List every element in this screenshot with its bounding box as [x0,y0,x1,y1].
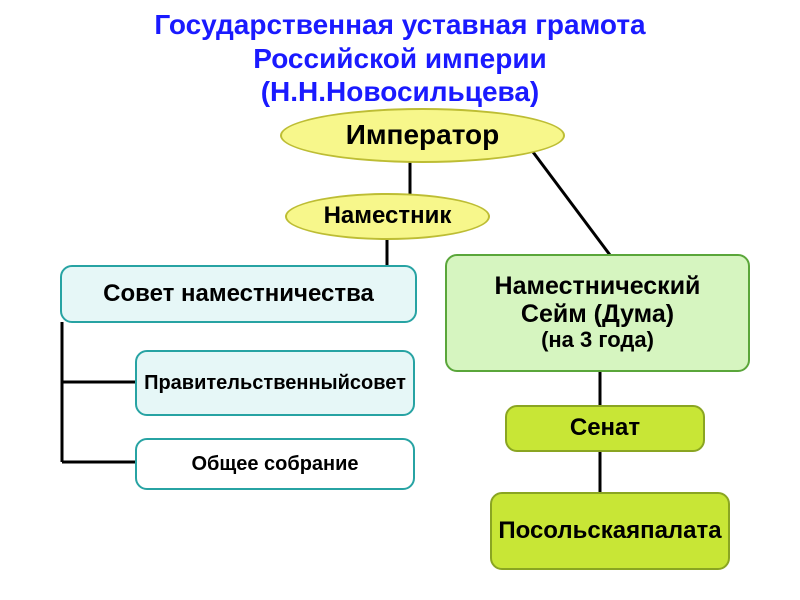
node-sovet_nam: Совет наместничества [60,265,417,323]
node-seym: НаместническийСейм (Дума)(на 3 года) [445,254,750,372]
node-posol: Посольскаяпалата [490,492,730,570]
node-namestnik: Наместник [285,193,490,240]
node-obshee: Общее собрание [135,438,415,490]
node-senat: Сенат [505,405,705,452]
diagram-title: Государственная уставная грамотаРоссийск… [0,0,800,109]
node-pravit: Правительственныйсовет [135,350,415,416]
node-emperor: Император [280,108,565,163]
